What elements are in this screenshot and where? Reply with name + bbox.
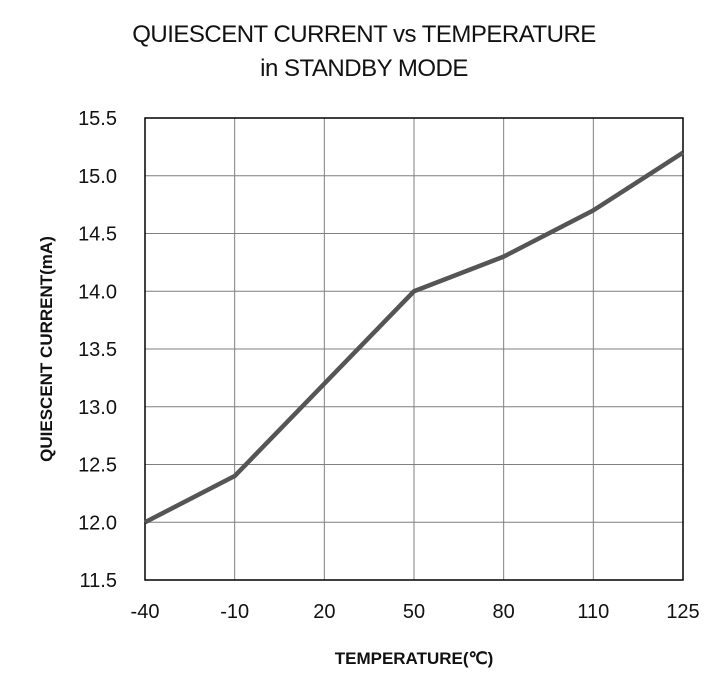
y-tick-label: 13.0 [78,397,117,419]
y-tick-label: 15.5 [78,108,117,130]
x-tick-label: 50 [403,601,425,623]
y-tick-label: 11.5 [80,570,117,592]
chart-title: QUIESCENT CURRENT vs TEMPERATURE in STAN… [0,18,728,86]
plot-border [144,117,684,581]
y-tick-label: 12.0 [78,512,117,534]
x-axis-title: TEMPERATURE(℃) [335,649,494,668]
y-tick-label: 14.0 [78,281,117,303]
x-tick-label: 80 [493,601,515,623]
x-tick-label: 110 [577,601,609,623]
y-tick-label: 14.5 [78,224,117,246]
y-tick-label: 12.5 [78,455,117,477]
x-tick-label: 125 [666,601,699,623]
x-tick-label: 20 [313,601,335,623]
y-tick-label: 15.0 [78,166,117,188]
chart-title-line1: QUIESCENT CURRENT vs TEMPERATURE [132,21,596,48]
chart-title-line2: in STANDBY MODE [260,55,468,82]
x-tick-label: -10 [220,601,249,623]
x-tick-label: -40 [131,601,160,623]
y-tick-label: 13.5 [78,339,117,361]
y-axis-title: QUIESCENT CURRENT(mA) [37,236,56,462]
